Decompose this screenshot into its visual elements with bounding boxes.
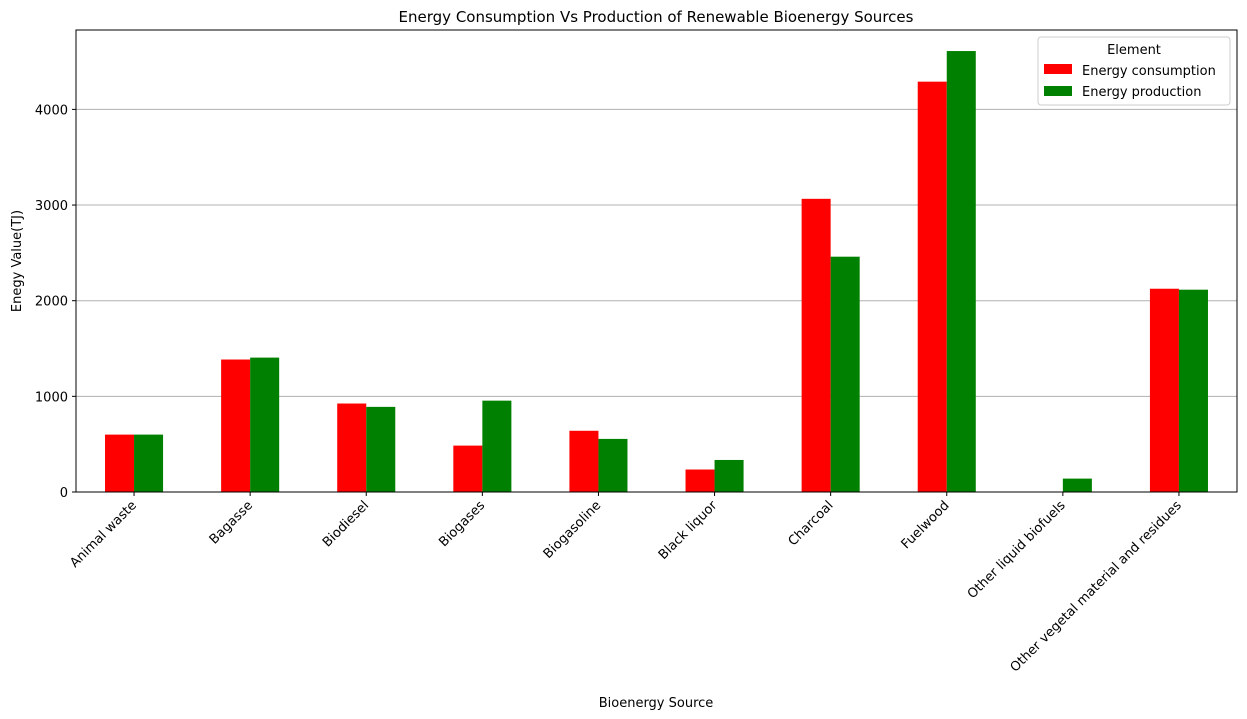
bar-production	[1178, 289, 1208, 492]
y-tick-label: 4000	[35, 103, 68, 118]
x-tick-label: Fuelwood	[899, 498, 953, 552]
x-tick-label: Biodiesel	[320, 498, 372, 550]
bar-production	[134, 434, 164, 492]
bar-production	[250, 357, 280, 492]
x-axis-label: Bioenergy Source	[599, 696, 714, 711]
legend-swatch-consumption	[1044, 64, 1072, 74]
legend-label-production: Energy production	[1082, 85, 1201, 100]
y-axis-label: Enegy Value(TJ)	[10, 210, 25, 312]
bar-production	[598, 438, 628, 492]
x-tick-label: Biogasoline	[541, 498, 605, 562]
bar-production	[482, 400, 512, 492]
chart-title: Energy Consumption Vs Production of Rene…	[399, 8, 914, 26]
bar-production	[366, 406, 396, 492]
bar-consumption	[105, 434, 135, 492]
bar-consumption	[221, 359, 251, 492]
grid-lines	[76, 108, 1237, 397]
bar-consumption	[917, 81, 947, 493]
y-tick-label: 3000	[35, 199, 68, 214]
legend-title: Element	[1107, 43, 1161, 58]
legend-box	[1037, 36, 1231, 106]
y-tick-label: 1000	[35, 390, 68, 405]
legend-label-consumption: Energy consumption	[1082, 64, 1216, 79]
y-tick-label: 0	[60, 486, 68, 501]
x-tick-label: Charcoal	[786, 498, 837, 549]
y-axis-ticks: 0 1000 2000 3000 4000	[35, 103, 76, 501]
bar-consumption	[685, 469, 715, 492]
bar-consumption	[453, 445, 483, 492]
legend: Element Energy consumption Energy produc…	[1037, 36, 1231, 106]
x-tick-label: Black liquor	[656, 498, 721, 563]
bar-consumption	[1149, 288, 1179, 492]
bar-production	[946, 51, 976, 492]
x-tick-label: Biogases	[436, 498, 488, 550]
bars	[105, 51, 1208, 493]
x-tick-label: Animal waste	[67, 498, 140, 571]
x-tick-label: Bagasse	[207, 498, 256, 547]
bar-consumption	[569, 430, 599, 492]
bar-consumption	[337, 403, 367, 492]
bar-consumption	[801, 198, 831, 492]
bar-production	[714, 459, 744, 492]
legend-swatch-production	[1044, 86, 1072, 96]
x-axis-ticks: Animal waste Bagasse Biodiesel Biogases Biog…	[67, 492, 1185, 675]
y-tick-label: 2000	[35, 295, 68, 310]
bar-production	[1062, 478, 1092, 492]
bar-production	[830, 256, 860, 492]
plot-frame	[75, 29, 1238, 493]
x-tick-label: Other liquid biofuels	[965, 498, 1069, 602]
